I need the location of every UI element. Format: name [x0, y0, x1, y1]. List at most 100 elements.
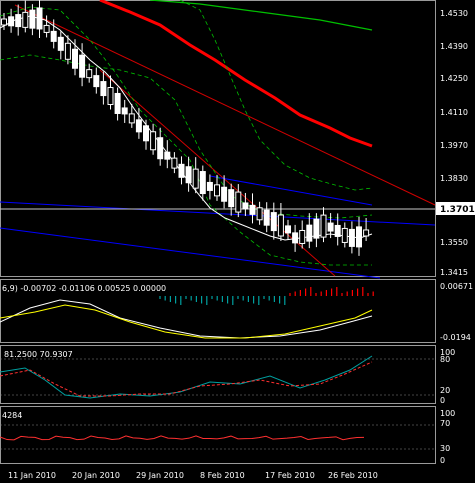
macd-tick: 0.00671 [440, 282, 473, 291]
candle-body [8, 16, 15, 27]
candle-body [107, 87, 114, 106]
candle-body [256, 207, 263, 221]
band-upper-line [179, 0, 373, 191]
candle-body [292, 232, 299, 244]
current-price-marker [436, 202, 475, 215]
candle-body [263, 209, 270, 226]
stoch-panel-frame [0, 345, 436, 404]
channel-short-line [209, 175, 373, 206]
candle-body [50, 30, 57, 42]
candle-body [228, 189, 235, 208]
candle-body [235, 191, 242, 213]
macd-panel-frame [0, 279, 436, 343]
stochastic-values-label: 81.2500 70.9307 [4, 350, 73, 359]
stochastic-plot [0, 355, 435, 399]
time-tick: 20 Jan 2010 [72, 471, 120, 480]
candle-body [22, 11, 29, 28]
candle-body [135, 119, 142, 133]
candle-body [348, 228, 355, 247]
rsi-tick: 70 [440, 419, 450, 428]
price-tick: 1.3830 [440, 174, 468, 183]
candle-body [171, 157, 178, 169]
candle-body [363, 229, 370, 237]
candle-body [341, 227, 348, 243]
time-tick: 11 Jan 2010 [8, 471, 56, 480]
rsi-panel-frame [0, 406, 436, 464]
candle-body [150, 131, 157, 151]
ma-long-line [149, 0, 373, 31]
candle-body [114, 92, 121, 114]
macd-plot [0, 287, 374, 339]
candle-body [100, 81, 107, 97]
price-tick: 1.3415 [440, 268, 468, 277]
rsi-values-label: 4284 [2, 411, 22, 420]
candle-body [313, 218, 320, 239]
time-tick: 17 Feb 2010 [265, 471, 315, 480]
candle-body [178, 163, 185, 178]
time-tick: 8 Feb 2010 [200, 471, 245, 480]
candle-body [72, 48, 78, 69]
candle-body [29, 9, 36, 29]
candle-body [1, 18, 7, 26]
time-axis: 11 Jan 2010 20 Jan 2010 29 Jan 2010 8 Fe… [8, 471, 378, 480]
candle-body [285, 225, 291, 234]
candle-body [299, 229, 306, 244]
macd-tick: -0.0194 [440, 333, 471, 342]
current-price-label: 1.3701 [440, 205, 475, 215]
rsi-tick: 100 [440, 409, 455, 418]
candle-body [221, 186, 228, 202]
candle-body [206, 181, 213, 191]
rsi-plot [0, 424, 435, 450]
candle-body [36, 7, 43, 30]
candle-body [356, 226, 362, 248]
price-tick: 1.4530 [440, 9, 468, 18]
candle-body [157, 137, 164, 160]
candle-body [270, 212, 277, 232]
price-tick: 1.4250 [440, 74, 468, 83]
channel-lower-line [0, 227, 381, 279]
macd-main-line [0, 299, 373, 339]
rsi-tick: 0 [440, 456, 445, 465]
candle-body [15, 14, 22, 28]
macd-values-label: 6,9) -0.00702 -0.01106 0.00525 0.00000 [2, 284, 166, 293]
price-plot[interactable] [0, 0, 436, 279]
candle-body [327, 222, 334, 232]
price-tick: 1.3550 [440, 238, 468, 247]
candle-body [199, 171, 206, 195]
stoch-signal-line [0, 361, 373, 397]
price-axis: 1.4530 1.4390 1.4250 1.4110 1.3970 1.383… [440, 9, 468, 277]
candle-body [143, 125, 149, 142]
candle-body [86, 69, 93, 79]
candle-body [121, 107, 128, 115]
candle-body [57, 36, 64, 51]
trend-line-red [14, 4, 436, 206]
ma-mid-line [99, 0, 373, 148]
candle-body [277, 214, 284, 237]
time-tick: 29 Jan 2010 [136, 471, 184, 480]
candle-body [93, 75, 100, 88]
rsi-tick: 30 [440, 444, 450, 453]
candle-body [128, 113, 135, 124]
band-mid-line [0, 54, 373, 219]
candle-body [306, 224, 313, 242]
candle-body [249, 204, 256, 215]
main-panel-frame [0, 0, 436, 277]
time-tick: 26 Feb 2010 [328, 471, 378, 480]
ma-fast-line [0, 15, 373, 241]
price-tick: 1.4110 [440, 108, 468, 117]
price-tick: 1.4390 [440, 42, 468, 51]
stochastic-tick: 20 [440, 386, 450, 395]
candle-body [79, 54, 86, 78]
candle-body [242, 202, 249, 210]
stochastic-tick: 100 [440, 348, 455, 357]
band-lower-line [0, 6, 372, 266]
candle-body [334, 224, 341, 237]
candle-body [185, 166, 192, 184]
stochastic-tick: 80 [440, 355, 450, 364]
stoch-main-line [0, 355, 373, 399]
candle-body [43, 24, 50, 33]
candle-body [192, 168, 199, 189]
candle-body [164, 151, 171, 160]
candle-body [64, 42, 71, 60]
